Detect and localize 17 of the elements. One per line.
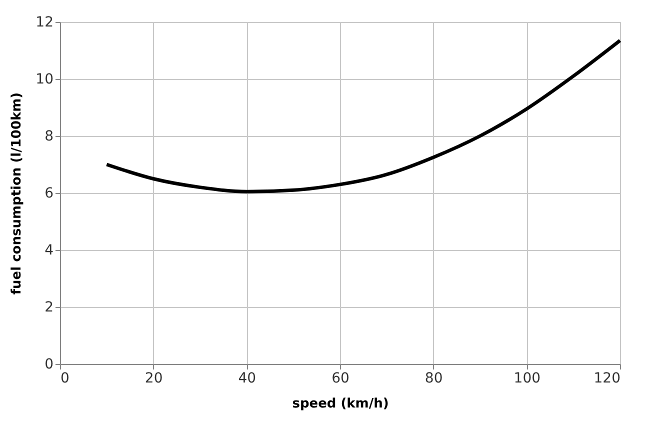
y-tick-label: 2 — [44, 300, 54, 316]
y-tick-label: 0 — [44, 356, 54, 372]
y-tick-label: 8 — [44, 128, 54, 144]
y-tick-label: 4 — [44, 242, 54, 258]
x-tick-label: 40 — [238, 370, 256, 386]
x-tick-label: 120 — [594, 370, 620, 386]
line-series — [104, 38, 622, 194]
x-tick-label: 60 — [332, 370, 350, 386]
x-tick-label: 0 — [60, 370, 70, 386]
x-tick-label: 20 — [144, 370, 163, 386]
y-tick-label: 10 — [36, 72, 54, 88]
y-tick-label: 6 — [44, 186, 54, 202]
x-tick-label: 100 — [514, 370, 541, 386]
x-axis-title: speed (km/h) — [292, 396, 389, 412]
y-axis-title: fuel consumption (l/100km) — [10, 92, 25, 295]
y-tick-label: 12 — [36, 14, 54, 30]
x-tick-label: 80 — [424, 370, 443, 386]
